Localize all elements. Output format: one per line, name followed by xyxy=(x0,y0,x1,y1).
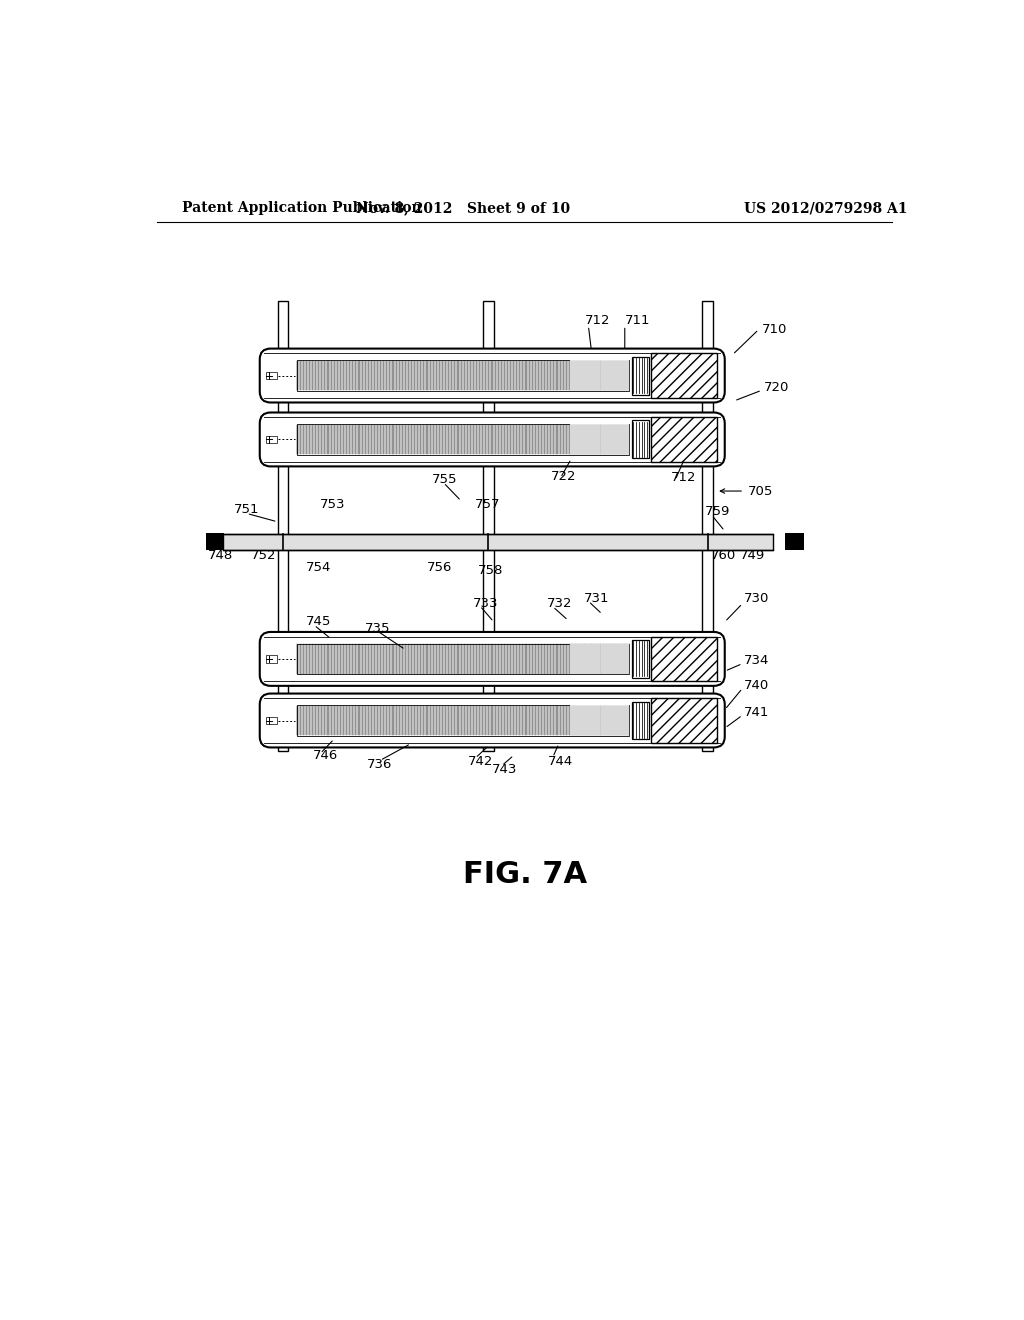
Text: 753: 753 xyxy=(319,498,345,511)
Text: 742: 742 xyxy=(467,755,493,768)
Text: 757: 757 xyxy=(474,498,500,511)
Bar xyxy=(278,301,289,751)
Text: Nov. 8, 2012   Sheet 9 of 10: Nov. 8, 2012 Sheet 9 of 10 xyxy=(355,202,570,215)
Text: 711: 711 xyxy=(625,314,650,326)
Bar xyxy=(651,417,717,462)
Text: 736: 736 xyxy=(367,758,392,771)
Bar xyxy=(651,636,717,681)
Bar xyxy=(569,644,630,675)
Bar xyxy=(483,301,494,751)
Text: 749: 749 xyxy=(740,549,766,562)
Text: FIG. 7A: FIG. 7A xyxy=(463,861,587,888)
Text: 756: 756 xyxy=(427,561,453,574)
Text: 730: 730 xyxy=(744,593,769,606)
Text: 758: 758 xyxy=(478,564,504,577)
Text: 743: 743 xyxy=(493,763,517,776)
Text: 748: 748 xyxy=(208,549,233,562)
Bar xyxy=(632,640,649,678)
Bar xyxy=(266,372,276,379)
Bar xyxy=(266,655,276,663)
Bar xyxy=(632,421,649,458)
Bar xyxy=(222,535,773,549)
Bar xyxy=(297,360,630,391)
Bar xyxy=(206,533,224,550)
Text: 745: 745 xyxy=(306,615,332,628)
Bar xyxy=(651,698,717,743)
Text: 759: 759 xyxy=(706,506,731,519)
Text: 733: 733 xyxy=(473,597,499,610)
Text: 744: 744 xyxy=(548,755,573,768)
Bar xyxy=(266,717,276,725)
Bar xyxy=(632,356,649,395)
Text: 710: 710 xyxy=(762,323,787,335)
Text: 740: 740 xyxy=(744,678,769,692)
Text: 746: 746 xyxy=(312,750,338,763)
Bar xyxy=(569,705,630,735)
Text: 741: 741 xyxy=(744,706,769,719)
Text: 755: 755 xyxy=(432,473,458,486)
Text: 760: 760 xyxy=(711,549,736,562)
Text: 735: 735 xyxy=(365,622,390,635)
Bar xyxy=(569,360,630,391)
Bar xyxy=(266,436,276,444)
Text: US 2012/0279298 A1: US 2012/0279298 A1 xyxy=(743,202,907,215)
Text: 754: 754 xyxy=(306,561,332,574)
Bar xyxy=(297,705,630,735)
FancyBboxPatch shape xyxy=(260,412,725,466)
FancyBboxPatch shape xyxy=(260,693,725,747)
Text: 731: 731 xyxy=(584,591,609,605)
Text: 712: 712 xyxy=(671,471,696,484)
Text: 722: 722 xyxy=(550,470,575,483)
Text: 712: 712 xyxy=(586,314,610,326)
Bar xyxy=(297,424,630,454)
Text: 752: 752 xyxy=(251,549,275,562)
Bar xyxy=(702,301,713,751)
Text: 732: 732 xyxy=(547,597,572,610)
Bar xyxy=(651,354,717,397)
FancyBboxPatch shape xyxy=(260,632,725,686)
Text: 751: 751 xyxy=(234,503,260,516)
Text: 734: 734 xyxy=(744,653,769,667)
Text: 705: 705 xyxy=(748,484,773,498)
Text: 720: 720 xyxy=(764,380,788,393)
Bar xyxy=(569,424,630,454)
Text: Patent Application Publication: Patent Application Publication xyxy=(182,202,422,215)
Bar xyxy=(785,533,804,550)
FancyBboxPatch shape xyxy=(260,348,725,403)
Bar xyxy=(632,701,649,739)
Bar xyxy=(297,644,630,675)
